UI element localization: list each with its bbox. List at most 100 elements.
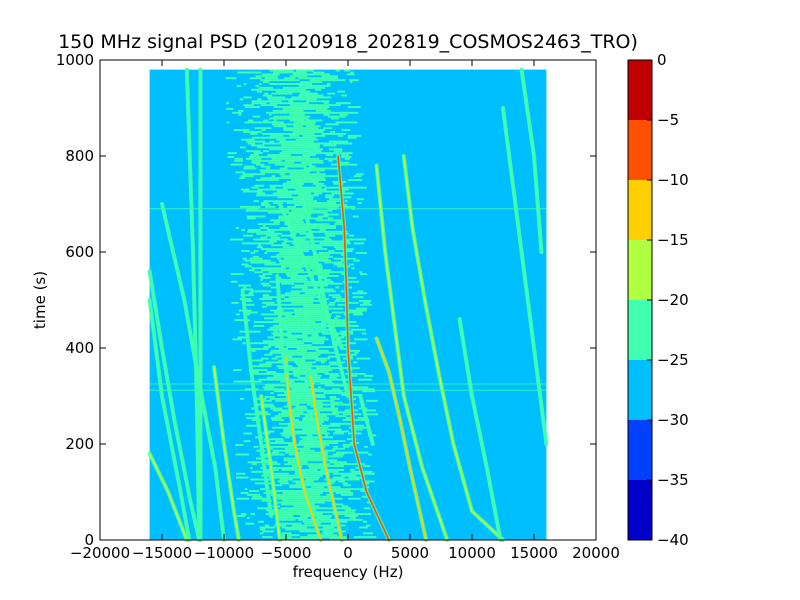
heatmap-cell [287, 324, 291, 327]
heatmap-cell [281, 468, 287, 471]
colorbar-bin [628, 360, 652, 420]
heatmap-cell [252, 463, 257, 466]
heatmap-cell [313, 470, 324, 473]
heatmap-cell [330, 397, 340, 400]
heatmap-cell [256, 90, 263, 93]
heatmap-cell [334, 223, 345, 226]
heatmap-cell [355, 252, 367, 254]
heatmap-cell [318, 175, 325, 178]
heatmap-cell [341, 94, 347, 97]
heatmap-cell [344, 515, 358, 517]
heatmap-cell [336, 511, 346, 514]
heatmap-cell [240, 492, 249, 494]
heatmap-cell [297, 401, 312, 404]
heatmap-cell [291, 169, 295, 172]
heatmap-cell [290, 253, 304, 256]
heatmap-cell [363, 513, 372, 516]
heatmap-cell [291, 321, 305, 324]
heatmap-cell [248, 348, 262, 350]
heatmap-cell [265, 384, 275, 387]
heatmap-cell [229, 238, 244, 241]
heatmap-cell [268, 179, 279, 181]
heatmap-cell [269, 83, 280, 85]
heatmap-cell [260, 378, 275, 381]
heatmap-cell [313, 459, 327, 462]
heatmap-cell [243, 190, 255, 193]
heatmap-cell [347, 111, 359, 114]
heatmap-cell [304, 292, 318, 295]
heatmap-cell [320, 330, 329, 333]
heatmap-cell [330, 117, 339, 120]
heatmap-cell [303, 280, 315, 283]
heatmap-cell [295, 131, 304, 133]
heatmap-cell [298, 71, 307, 74]
heatmap-cell [258, 86, 266, 89]
heatmap-cell [260, 276, 271, 279]
heatmap-cell [271, 467, 276, 469]
heatmap-cell [275, 468, 279, 471]
heatmap-cell [307, 288, 318, 291]
heatmap-cell [290, 522, 302, 525]
heatmap-cell [339, 490, 351, 492]
heatmap-cell [303, 148, 308, 151]
heatmap-cell [306, 100, 310, 103]
heatmap-cell [275, 399, 287, 402]
heatmap-cell [272, 123, 277, 126]
heatmap-cell [283, 127, 295, 130]
heatmap-cell [307, 317, 319, 320]
heatmap-cell [300, 394, 313, 396]
heatmap-cell [333, 403, 348, 406]
heatmap-cell [277, 342, 291, 345]
heatmap-cell [286, 449, 291, 452]
heatmap-cell [324, 440, 334, 443]
heatmap-cell [312, 538, 318, 540]
heatmap-cell [306, 190, 312, 193]
heatmap-cell [293, 509, 300, 512]
heatmap-cell [264, 156, 278, 158]
heatmap-cell [243, 440, 251, 443]
heatmap-cell [313, 131, 324, 133]
heatmap-cell [317, 330, 321, 333]
colorbar-tick-label: −15 [657, 231, 689, 249]
heatmap-cell [303, 524, 314, 527]
heatmap-cell [335, 286, 340, 289]
heatmap-cell [259, 497, 269, 500]
x-tick-label: −10000 [194, 544, 254, 562]
heatmap-cell [294, 219, 299, 222]
heatmap-cell [273, 338, 280, 341]
heatmap-cell [357, 426, 371, 429]
heatmap-cell [298, 361, 304, 364]
heatmap-cell [259, 526, 272, 529]
heatmap-cell [331, 79, 346, 82]
heatmap-cell [253, 321, 268, 324]
heatmap-cell [278, 367, 282, 370]
heatmap-cell [312, 223, 325, 226]
heatmap-cell [305, 198, 314, 201]
heatmap-cell [299, 449, 311, 452]
heatmap-cell [299, 242, 310, 245]
signal-trace [502, 107, 548, 445]
signal-trace [213, 366, 240, 541]
heatmap-cell [248, 269, 255, 272]
heatmap-cell [349, 79, 359, 82]
heatmap-cell [314, 125, 321, 128]
heatmap-cell [277, 497, 282, 500]
heatmap-cell [321, 428, 331, 431]
heatmap-cell [240, 397, 245, 400]
heatmap-cell [288, 474, 292, 477]
heatmap-cell [270, 286, 280, 289]
heatmap-cell [313, 422, 317, 425]
heatmap-cell [309, 81, 315, 84]
heatmap-cell [256, 457, 262, 460]
heatmap-cell [260, 399, 272, 402]
colorbar-tick-label: −20 [657, 291, 689, 309]
heatmap-cell [307, 353, 317, 356]
heatmap-cell [343, 478, 356, 481]
heatmap-cell [322, 530, 329, 533]
heatmap-cell [332, 219, 344, 222]
heatmap-cell [282, 79, 295, 82]
heatmap-cell [297, 200, 303, 203]
heatmap-cell [328, 307, 332, 310]
heatmap-cell [307, 365, 318, 368]
heatmap-cell [256, 192, 266, 195]
